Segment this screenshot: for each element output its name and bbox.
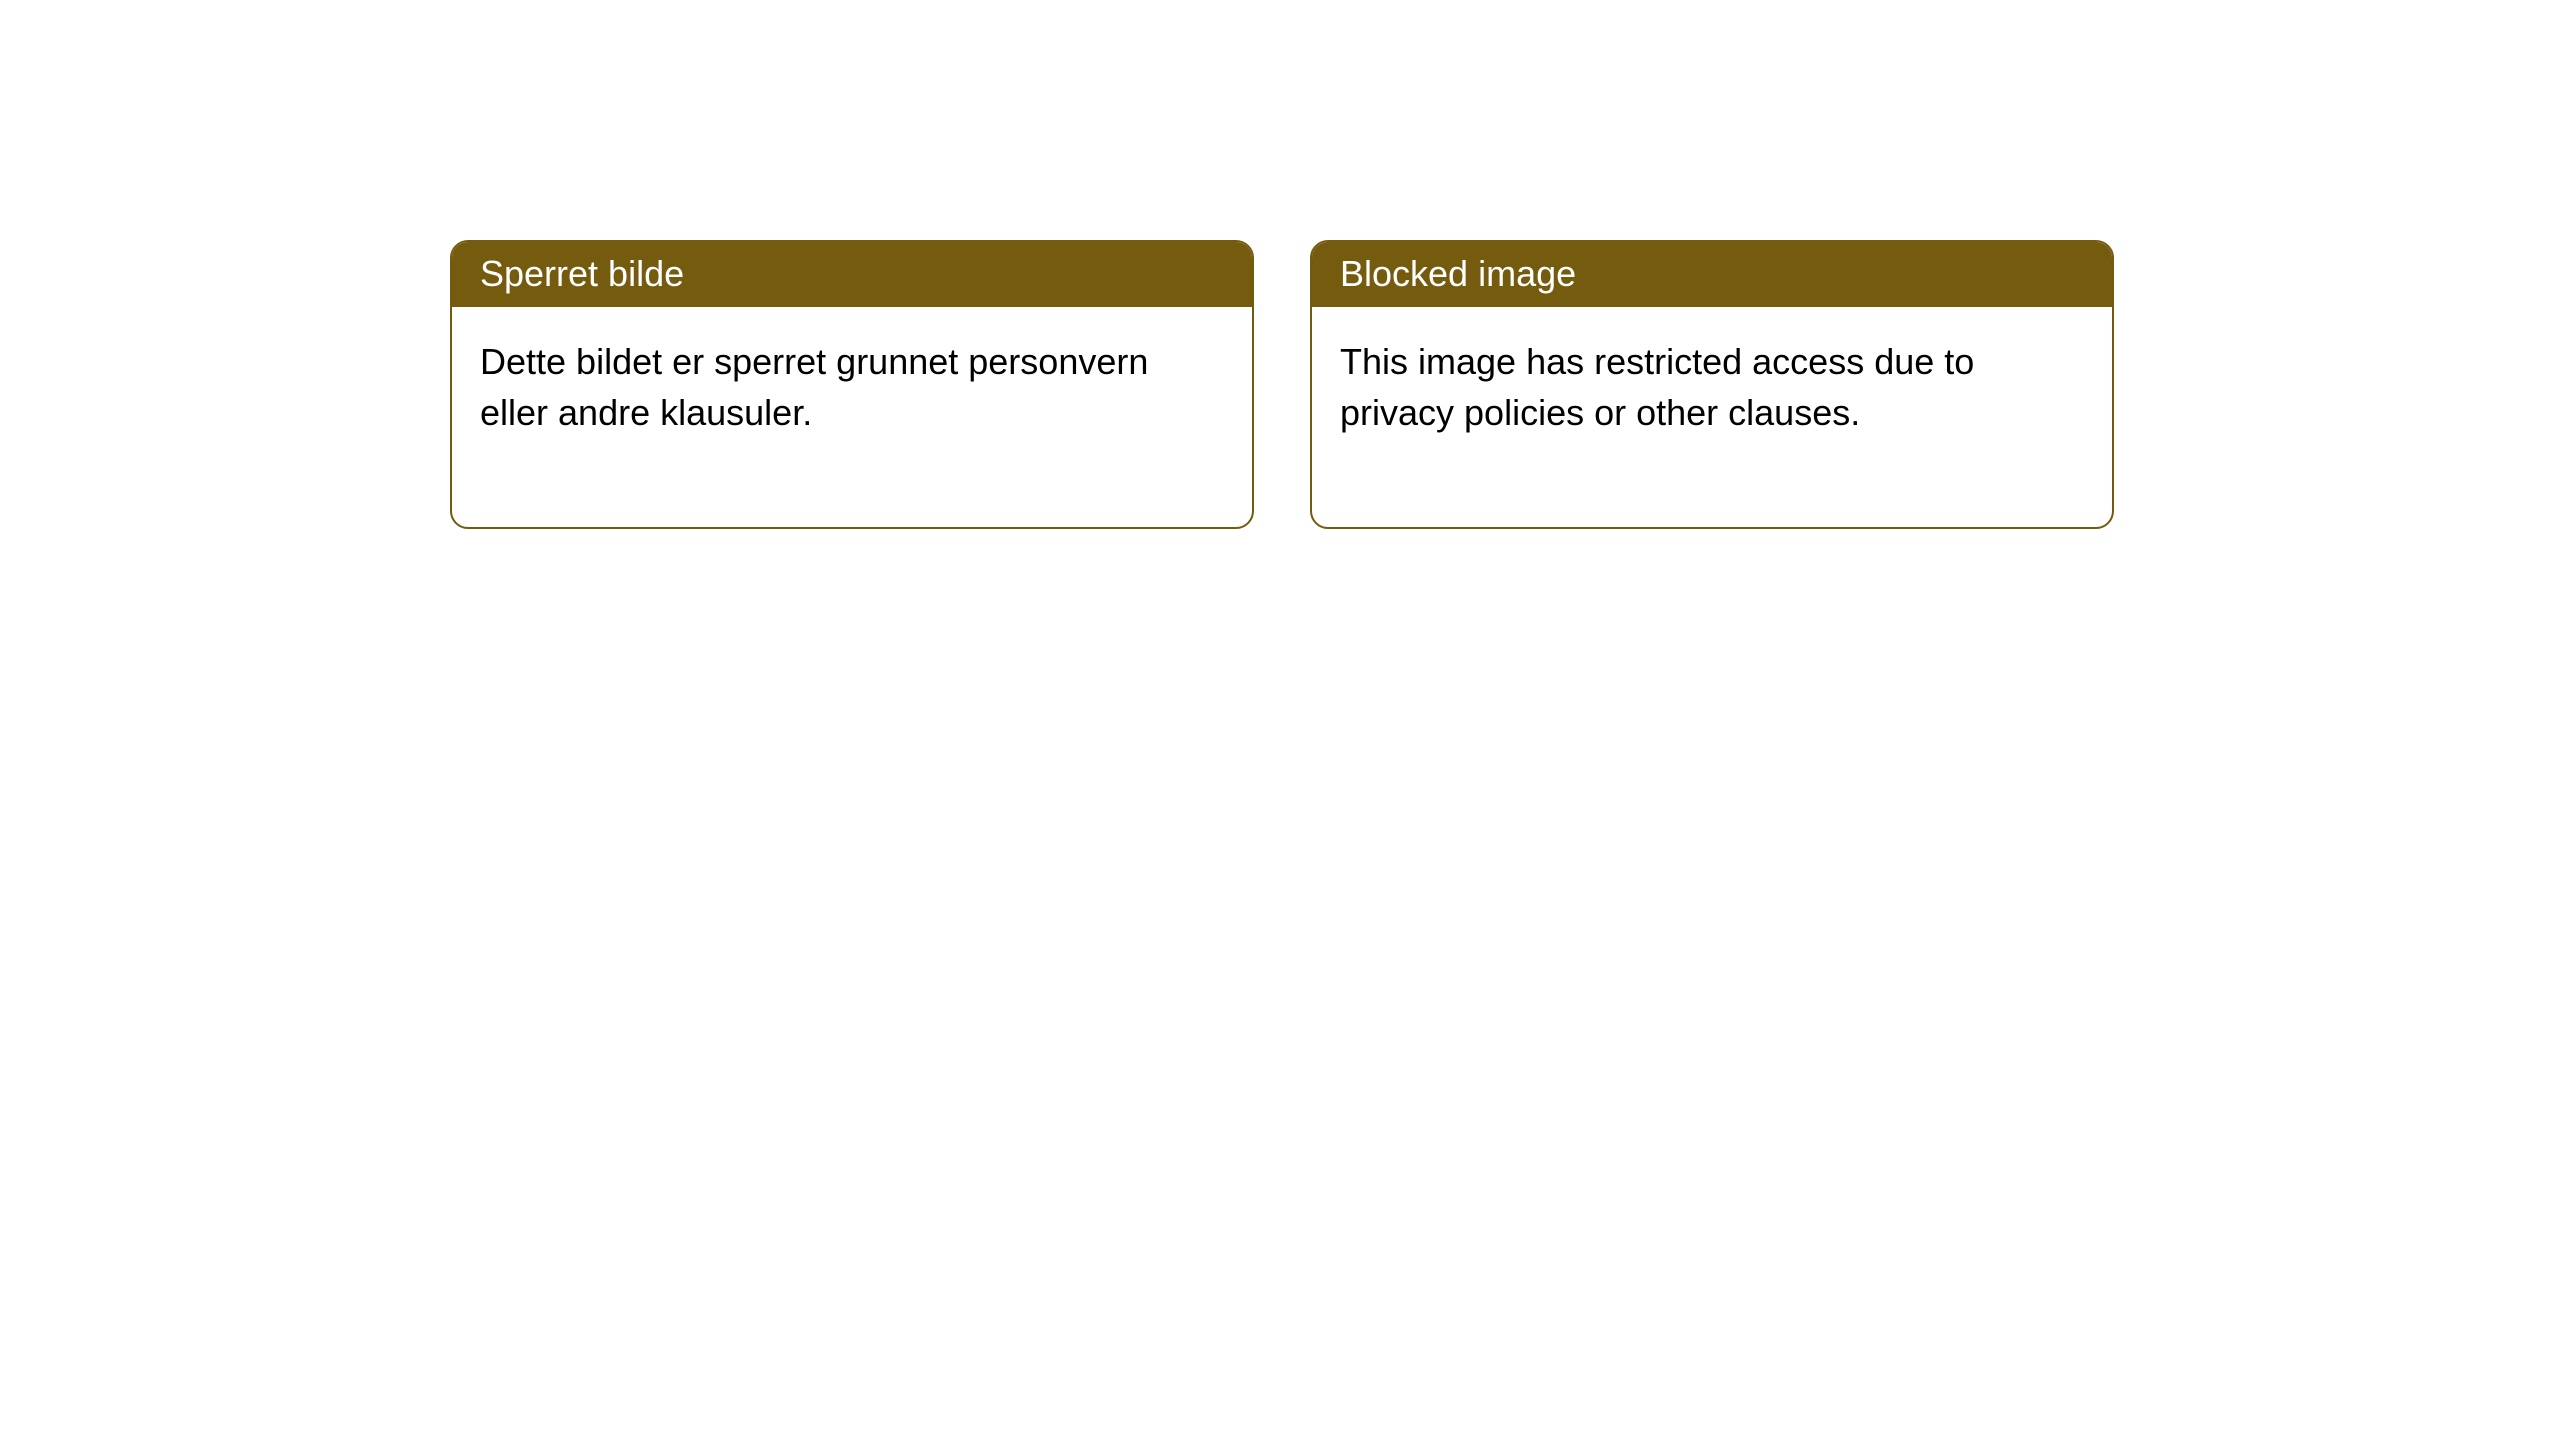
card-title: Blocked image [1340, 253, 1576, 294]
notice-cards-container: Sperret bilde Dette bildet er sperret gr… [0, 0, 2560, 529]
card-body-text: This image has restricted access due to … [1340, 341, 1974, 432]
notice-card-norwegian: Sperret bilde Dette bildet er sperret gr… [450, 240, 1254, 529]
card-title: Sperret bilde [480, 253, 684, 294]
card-header: Sperret bilde [452, 242, 1252, 307]
notice-card-english: Blocked image This image has restricted … [1310, 240, 2114, 529]
card-header: Blocked image [1312, 242, 2112, 307]
card-body: Dette bildet er sperret grunnet personve… [452, 307, 1252, 527]
card-body-text: Dette bildet er sperret grunnet personve… [480, 341, 1148, 432]
card-body: This image has restricted access due to … [1312, 307, 2112, 527]
